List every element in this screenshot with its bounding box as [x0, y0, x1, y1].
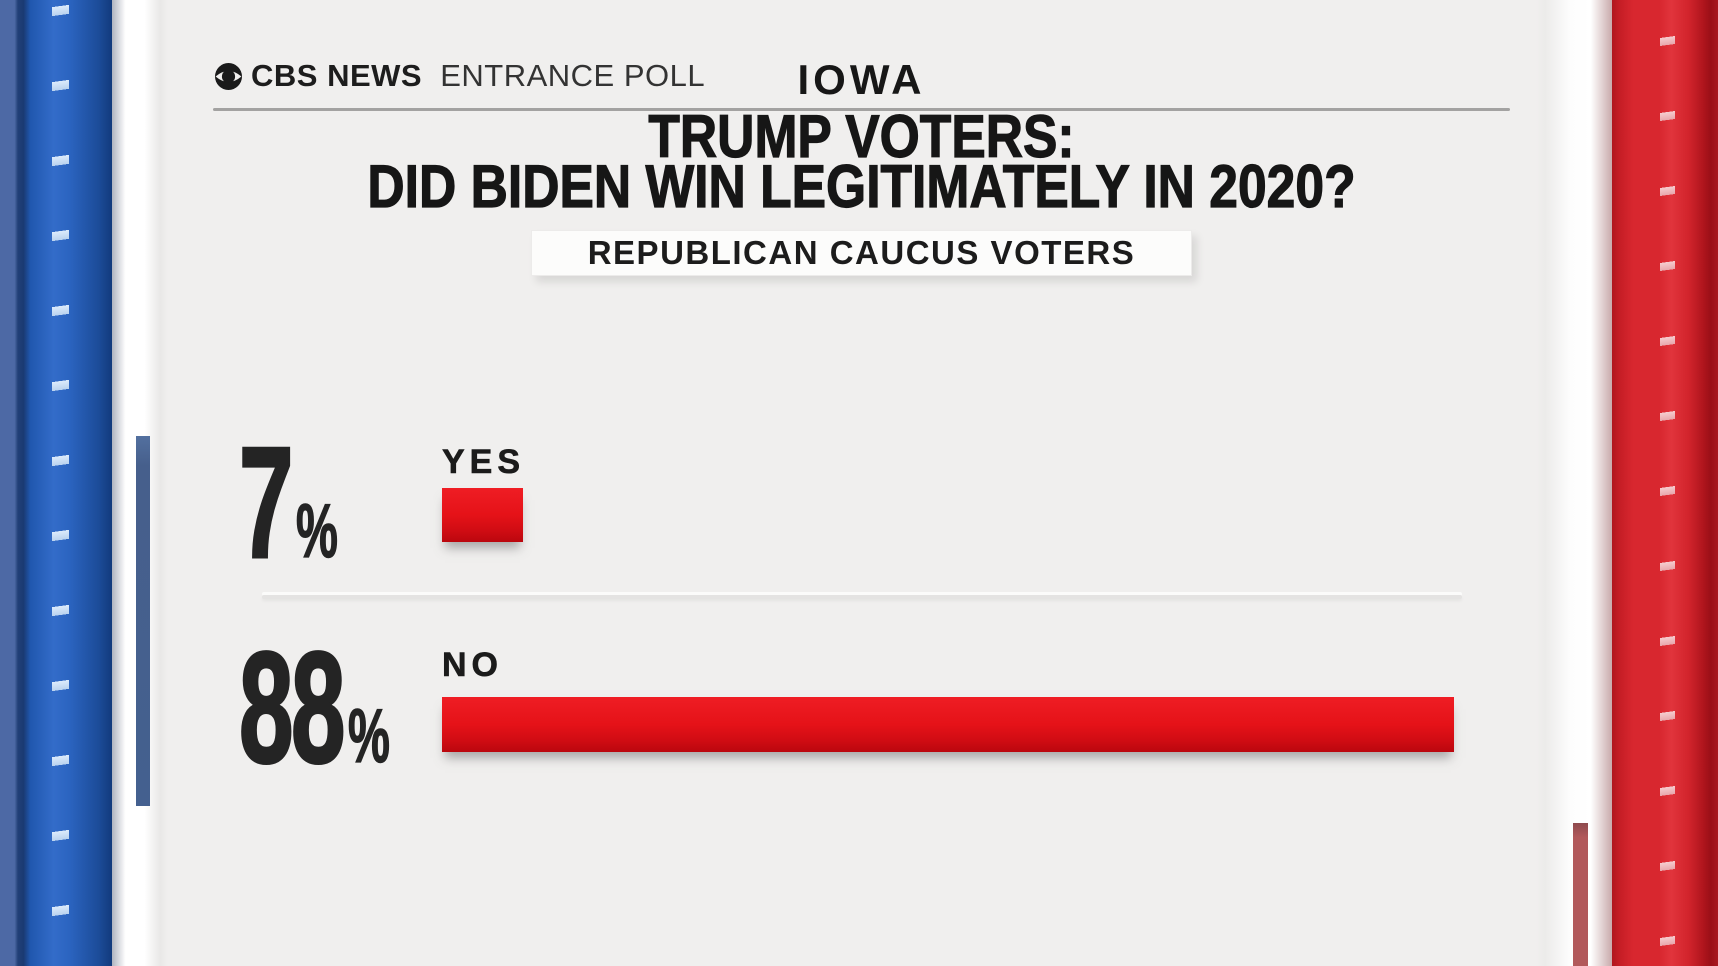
no-percent-sign: % [347, 694, 391, 779]
yes-percent-sign: % [295, 489, 339, 574]
audience-badge: REPUBLICAN CAUCUS VOTERS [530, 230, 1193, 276]
no-bar [442, 697, 1454, 752]
audience-badge-wrap: REPUBLICAN CAUCUS VOTERS [213, 230, 1510, 276]
answer-label-no: NO [442, 646, 503, 685]
right-flag-panel [1612, 0, 1718, 966]
state-label: IOWA [797, 56, 926, 103]
brand-text: CBS NEWS ENTRANCE POLL [251, 58, 705, 94]
poll-card: CBS NEWS ENTRANCE POLL IOWA TRUMP VOTERS… [213, 0, 1510, 966]
network-brand: CBS NEWS ENTRANCE POLL [215, 58, 705, 94]
stitching-decoration-right [1660, 0, 1675, 966]
red-ribbon-accent [1573, 823, 1588, 966]
poll-value-no: 88 % [238, 620, 391, 796]
blue-ribbon-accent [136, 436, 150, 806]
right-page-edge [1536, 0, 1612, 966]
stitching-decoration-left [52, 0, 69, 966]
row-divider [262, 595, 1462, 599]
cbs-eye-icon [215, 62, 242, 90]
yes-percentage: 7 [238, 415, 294, 591]
brand-name: CBS NEWS [251, 58, 423, 93]
answer-label-yes: YES [442, 443, 526, 482]
poll-value-yes: 7 % [238, 415, 339, 591]
headline: TRUMP VOTERS: DID BIDEN WIN LEGITIMATELY… [304, 103, 1419, 220]
headline-line1: TRUMP VOTERS: [648, 103, 1075, 170]
yes-bar [442, 488, 523, 542]
left-flag-panel [0, 0, 112, 966]
program-name: ENTRANCE POLL [440, 58, 706, 93]
header-divider [213, 108, 1510, 111]
headline-line2: DID BIDEN WIN LEGITIMATELY IN 2020? [367, 153, 1356, 220]
no-percentage: 88 [238, 620, 346, 796]
